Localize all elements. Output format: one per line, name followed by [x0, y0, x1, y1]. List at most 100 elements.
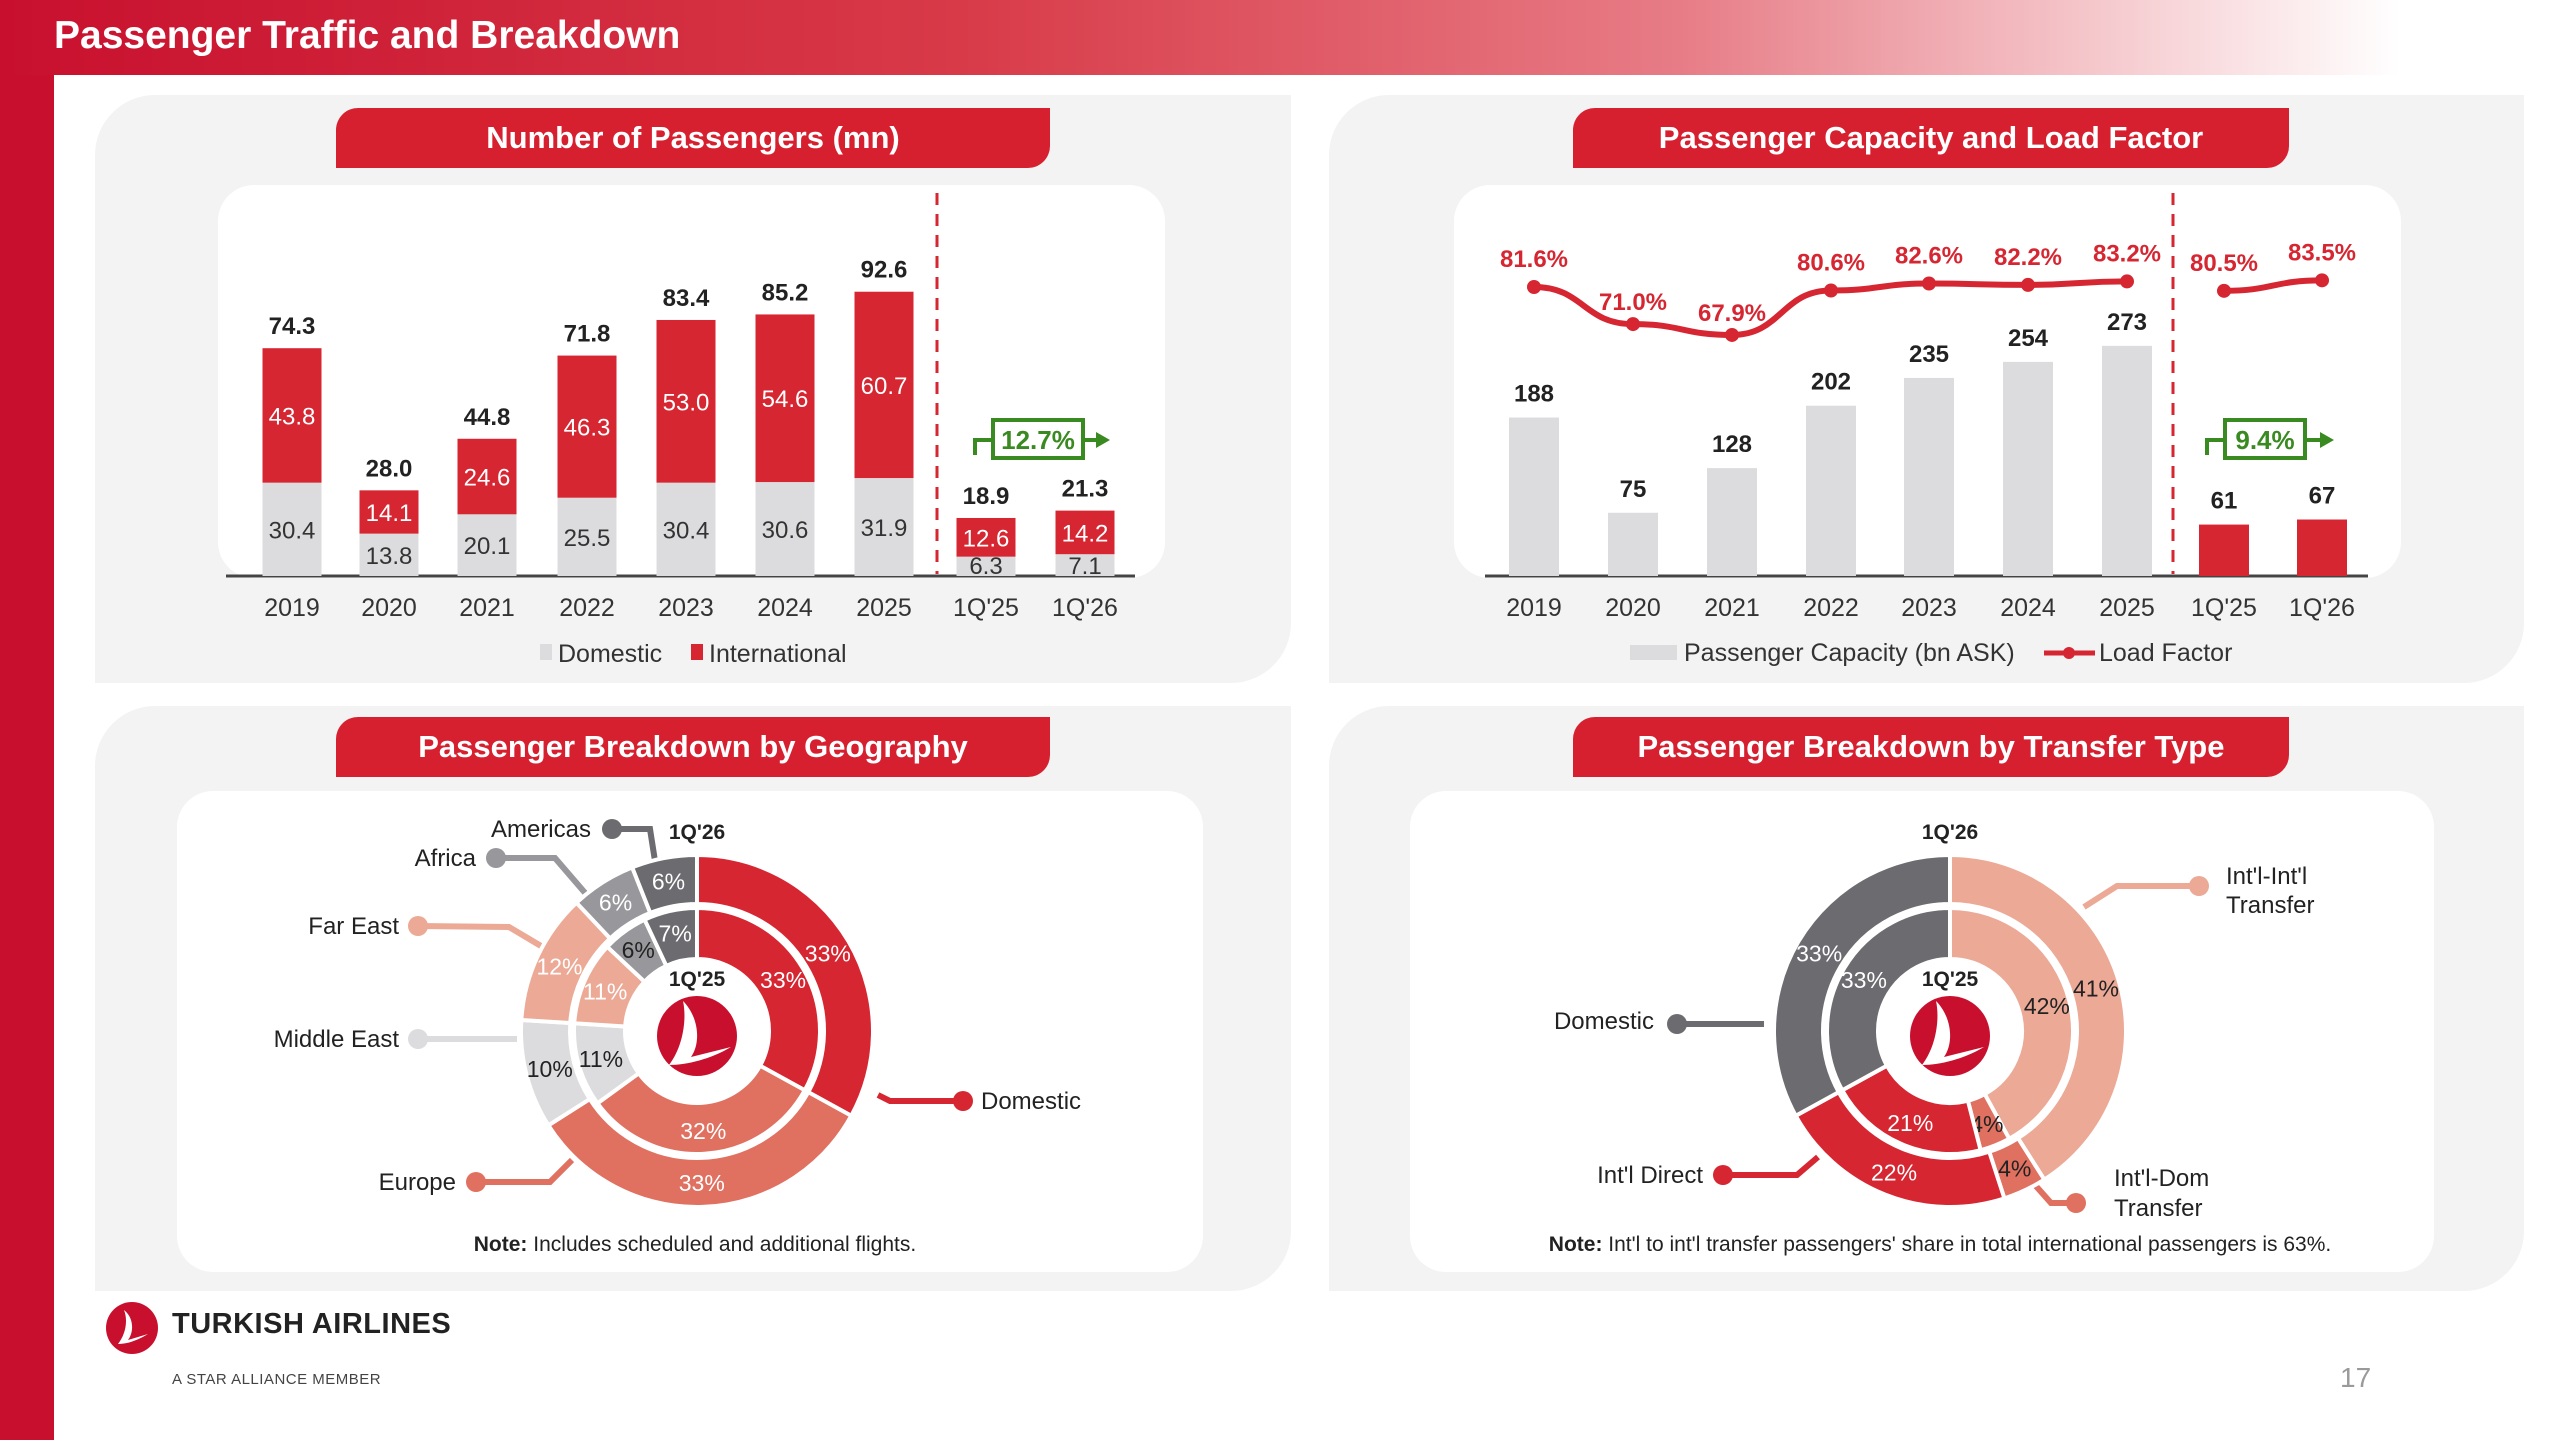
segment-label: 41% — [2073, 976, 2119, 1002]
load-factor-label: 82.2% — [1994, 244, 2062, 271]
passengers-growth-badge: 12.7% — [973, 418, 1110, 460]
turkish-airlines-logo — [106, 1302, 158, 1354]
segment-label: 11% — [583, 978, 627, 1004]
data-label: 20.1 — [464, 533, 511, 560]
legend-load-factor-marker — [2063, 647, 2075, 659]
data-label: 25.5 — [564, 525, 611, 552]
callout-dot-intl-intl — [2189, 876, 2209, 896]
passengers-growth: 12.7% — [1001, 425, 1075, 455]
load-factor-label: 71.0% — [1599, 289, 1667, 316]
legend-capacity-swatch — [1630, 645, 1677, 660]
data-label: 54.6 — [762, 386, 809, 413]
bar-international — [457, 438, 517, 515]
load-factor-marker — [1922, 276, 1936, 291]
data-label: 53.0 — [663, 389, 710, 416]
callout-dot-intl-dom — [2066, 1193, 2086, 1213]
segment-outer — [545, 1089, 854, 1209]
total-label: 21.3 — [1062, 476, 1109, 503]
callout-dot-far-east — [408, 916, 428, 936]
capacity-label: 273 — [2107, 309, 2147, 336]
x-tick-label: 2020 — [1605, 594, 1661, 622]
bar-capacity — [1608, 512, 1658, 576]
capacity-label: 188 — [1514, 381, 1554, 408]
segment-label: 6% — [622, 937, 655, 963]
capacity-label: 128 — [1712, 431, 1752, 458]
page-number: 17 — [2340, 1362, 2372, 1393]
capacity-label: 61 — [2211, 488, 2238, 515]
legend-domestic-swatch — [540, 644, 552, 660]
callout-dot-middle-east — [408, 1029, 428, 1049]
x-tick-label: 2024 — [2000, 594, 2056, 622]
load-factor-marker — [2120, 274, 2134, 289]
x-tick-label: 2022 — [559, 594, 615, 622]
note-label: Note: — [473, 1233, 528, 1256]
outer-ring-label: 1Q'26 — [1922, 821, 1978, 844]
x-tick-label: 2019 — [264, 594, 320, 622]
segment-label: 11% — [579, 1046, 623, 1072]
load-factor-label: 67.9% — [1698, 300, 1766, 327]
x-tick-label: 2020 — [361, 594, 417, 622]
callout-dot-domestic — [1667, 1014, 1687, 1034]
callout-middle-east: Middle East — [274, 1026, 400, 1053]
x-tick-label: 2023 — [658, 594, 714, 622]
load-factor-line-quarterly — [2223, 277, 2323, 294]
segment-label: 4% — [1998, 1156, 2031, 1182]
bar-domestic — [457, 514, 517, 576]
total-label: 85.2 — [762, 279, 809, 306]
load-factor-marker — [2021, 277, 2035, 292]
bar-international — [755, 314, 815, 483]
segment-inner — [641, 905, 699, 969]
total-label: 71.8 — [564, 321, 611, 348]
callout-dot-europe — [466, 1172, 486, 1192]
brand-name: TURKISH AIRLINES — [172, 1308, 452, 1340]
segment-label: 7% — [659, 920, 692, 946]
legend-international-swatch — [691, 644, 703, 660]
segment-label: 22% — [1871, 1159, 1917, 1185]
bar-domestic — [956, 556, 1016, 576]
segment-inner — [1948, 905, 2075, 1142]
load-factor-marker — [2217, 283, 2231, 298]
x-tick-label: 2023 — [1901, 594, 1957, 622]
bar-capacity — [2003, 361, 2053, 576]
brand-tagline: A STAR ALLIANCE MEMBER — [172, 1371, 382, 1388]
callout-africa: Africa — [415, 845, 477, 872]
callout-europe: Europe — [379, 1169, 456, 1196]
total-label: 28.0 — [366, 455, 413, 482]
x-tick-label: 1Q'25 — [2191, 594, 2257, 622]
arrow-right-icon — [1096, 432, 1110, 448]
segment-label: 33% — [760, 967, 806, 993]
data-label: 6.3 — [969, 553, 1002, 580]
inner-ring-label: 1Q'25 — [1922, 968, 1979, 991]
total-label: 83.4 — [663, 285, 710, 312]
load-factor-marker — [1626, 317, 1640, 332]
segment-label: 6% — [599, 890, 632, 916]
total-label: 74.3 — [269, 313, 316, 340]
bar-domestic — [262, 482, 322, 576]
bar-domestic — [755, 482, 815, 576]
load-factor-marker — [1527, 280, 1541, 294]
data-label: 30.4 — [663, 517, 710, 544]
load-factor-label: 81.6% — [1500, 246, 1568, 273]
callout-intl-dom-2: Transfer — [2114, 1195, 2202, 1222]
bar-capacity — [1806, 405, 1856, 576]
passengers-title: Number of Passengers (mn) — [336, 108, 1050, 168]
bar-capacity — [1904, 377, 1954, 576]
title-bar — [0, 0, 2400, 75]
capacity-label: 67 — [2309, 483, 2336, 510]
segment-label: 12% — [536, 953, 582, 979]
legend-load-factor: Load Factor — [2099, 639, 2232, 667]
load-factor-marker — [1824, 283, 1838, 298]
x-tick-label: 2025 — [2099, 594, 2155, 622]
x-tick-label: 1Q'26 — [1052, 594, 1118, 622]
x-tick-label: 2021 — [1704, 594, 1760, 622]
segment-label: 33% — [1841, 967, 1887, 993]
segment-inner — [1825, 905, 1952, 1093]
x-tick-label: 1Q'25 — [953, 594, 1019, 622]
note-text: Includes scheduled and additional flight… — [533, 1233, 917, 1256]
transfer-note: Note: Int'l to int'l transfer passengers… — [1450, 1233, 2430, 1257]
geography-note: Note: Includes scheduled and additional … — [300, 1233, 1090, 1257]
data-label: 30.6 — [762, 517, 809, 544]
total-label: 92.6 — [861, 257, 908, 284]
geography-title: Passenger Breakdown by Geography — [336, 717, 1050, 777]
